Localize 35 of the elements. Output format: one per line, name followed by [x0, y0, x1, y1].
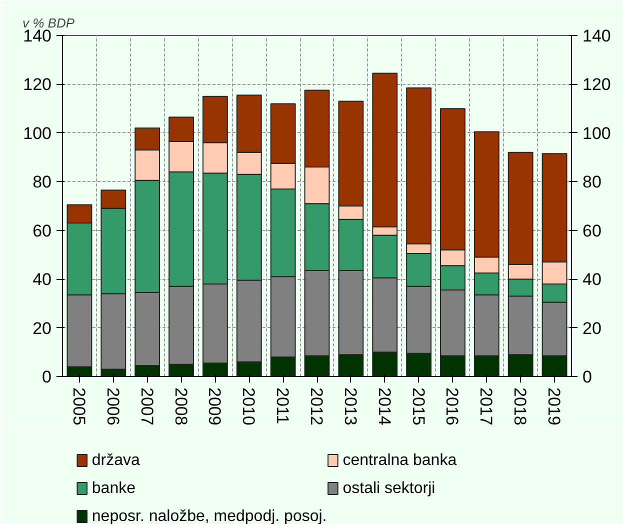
legend-label: centralna banka: [342, 452, 457, 469]
y-tick-label: 20: [32, 318, 52, 338]
legend-label: ostali sektorji: [342, 480, 436, 497]
legend-label: država: [92, 452, 140, 469]
x-tick-label: 2015: [408, 388, 428, 426]
y-tick-label: 80: [32, 172, 52, 192]
y2-tick-label: 100: [582, 124, 611, 143]
x-tick-label: 2018: [510, 388, 530, 426]
y2-tick-label: 60: [582, 221, 602, 240]
y2-tick-label: 120: [582, 75, 611, 94]
y-tick-label: 0: [42, 368, 52, 386]
x-tick-label: 2012: [307, 388, 326, 426]
y-tick-label: 40: [32, 270, 52, 290]
y2-tick-label: 20: [582, 318, 602, 338]
x-tick-label: 2013: [340, 388, 360, 426]
x-tick-label: 2017: [476, 388, 496, 426]
legend-label: neposr. naložbe, medpodj. posoj.: [92, 508, 327, 525]
x-tick-label: 2006: [103, 388, 122, 426]
x-tick-label: 2005: [69, 388, 88, 426]
x-tick-label: 2010: [239, 388, 258, 426]
legend-label: banke: [92, 480, 136, 497]
x-tick-label: 2009: [205, 388, 224, 426]
x-tick-label: 2019: [544, 388, 564, 426]
y-tick-label: 100: [23, 124, 52, 143]
x-tick-label: 2007: [137, 388, 156, 426]
y2-tick-label: 40: [582, 270, 602, 290]
y2-tick-label: 80: [582, 172, 602, 192]
y-tick-label: 60: [32, 221, 52, 240]
y-tick-label: 120: [23, 75, 52, 94]
x-tick-label: 2016: [442, 388, 462, 426]
y2-tick-label: 0: [582, 368, 592, 386]
x-tick-label: 2008: [171, 388, 190, 426]
x-tick-label: 2014: [374, 388, 394, 426]
x-tick-label: 2011: [273, 388, 292, 424]
y2-tick-label: 140: [582, 26, 611, 46]
